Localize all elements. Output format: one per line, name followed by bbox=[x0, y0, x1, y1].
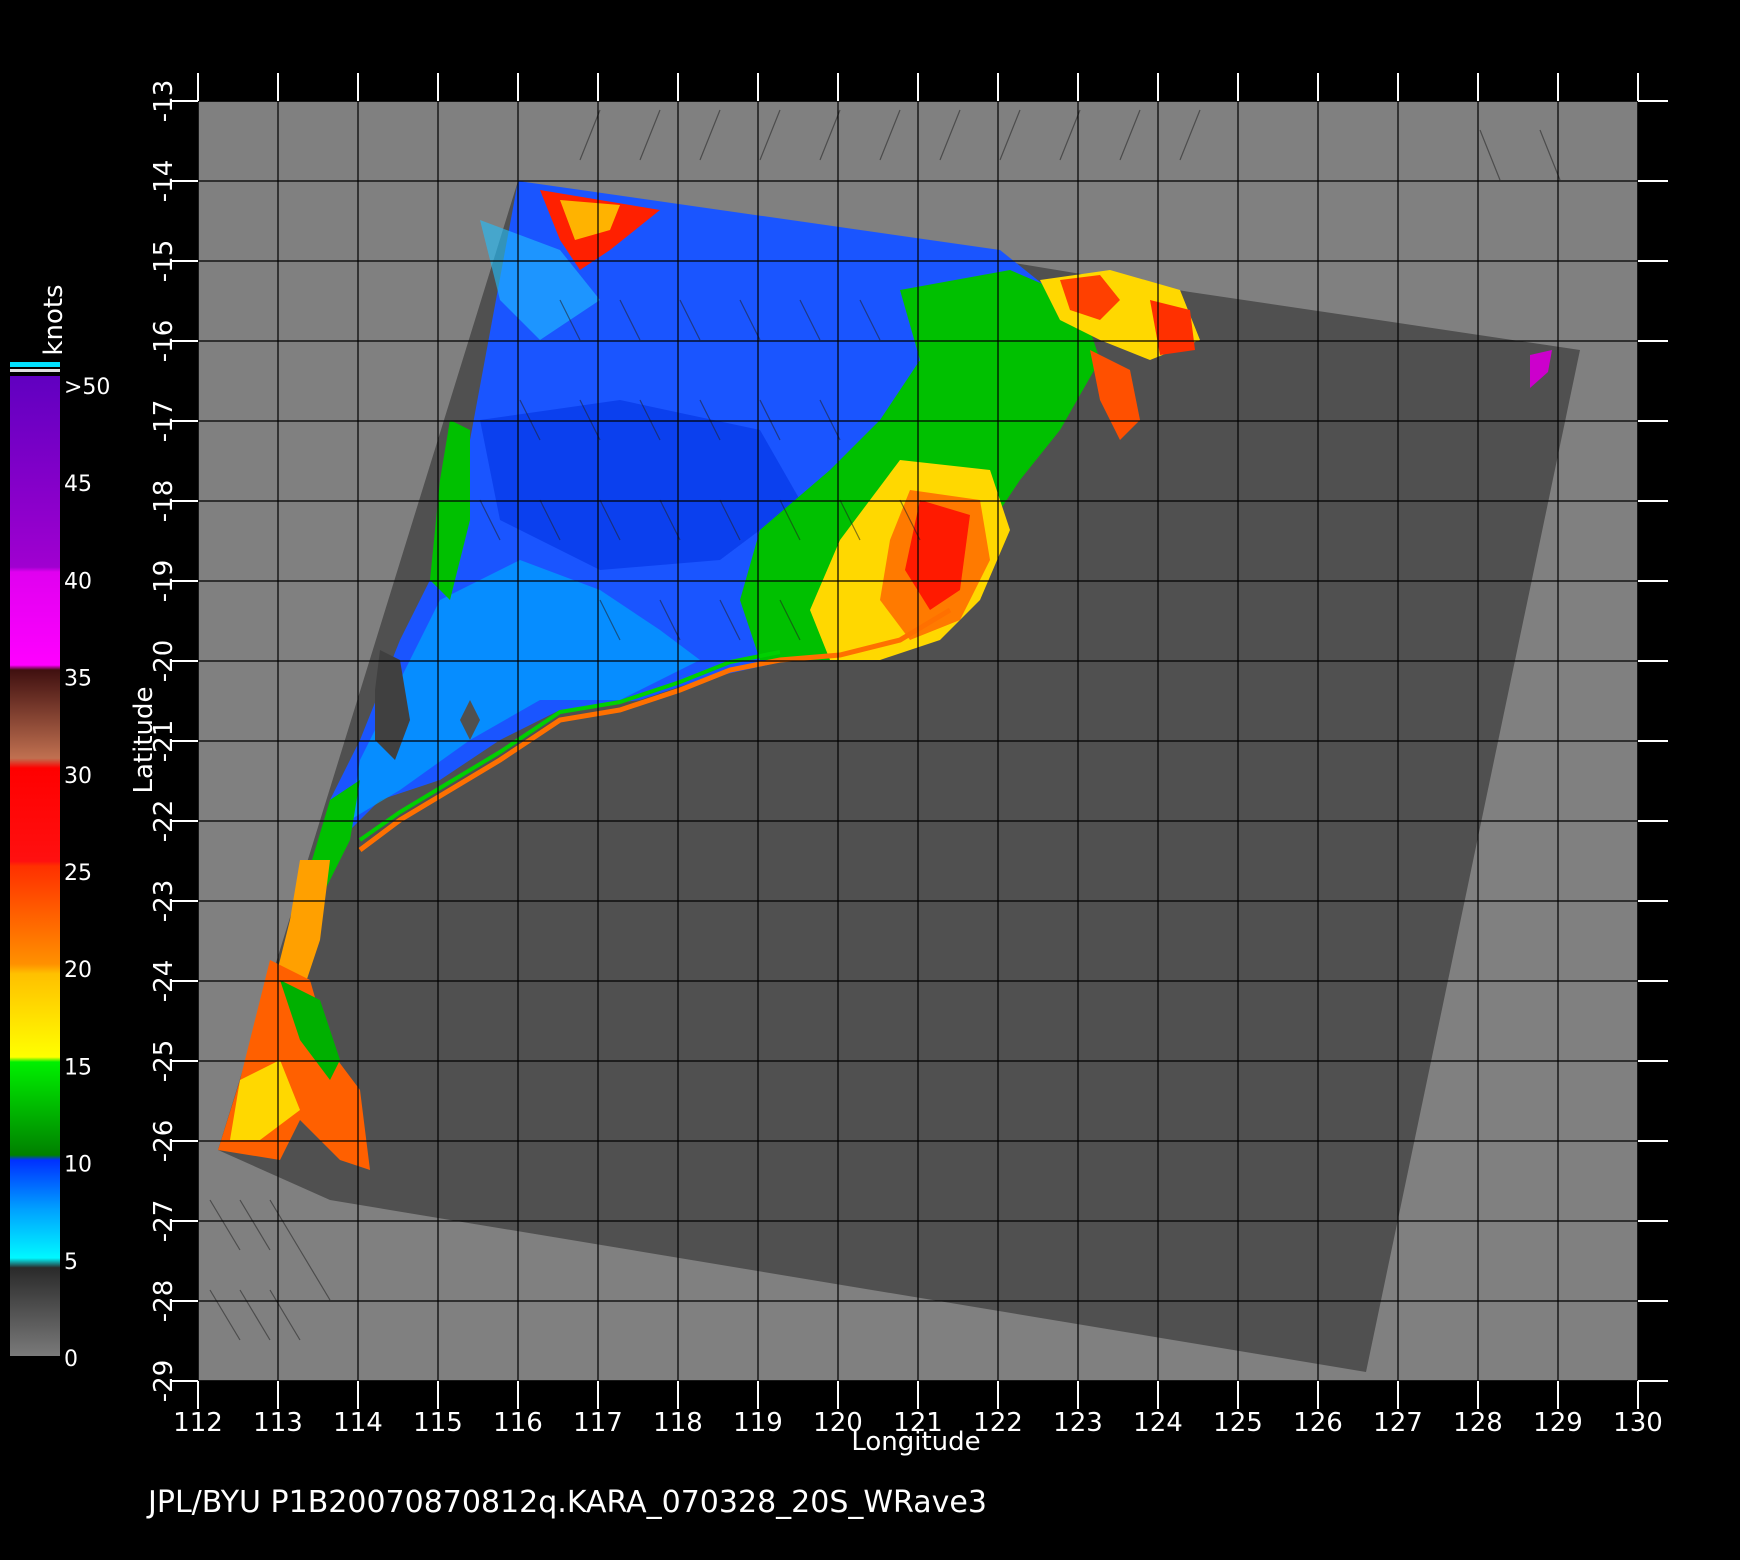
x-tick-label: 126 bbox=[1293, 1408, 1343, 1438]
y-tick-label: -21 bbox=[149, 720, 179, 762]
y-tick-label: -27 bbox=[149, 1200, 179, 1242]
y-tick-label: -14 bbox=[149, 160, 179, 202]
x-tick-label: 122 bbox=[973, 1408, 1023, 1438]
x-tick-label: 124 bbox=[1133, 1408, 1183, 1438]
colorbar-tick-label: 20 bbox=[64, 958, 92, 983]
colorbar-tick-label: 40 bbox=[64, 569, 92, 594]
x-tick-label: 119 bbox=[733, 1408, 783, 1438]
colorbar-cap-cyan bbox=[10, 362, 60, 367]
y-tick-label: -24 bbox=[149, 960, 179, 1002]
x-tick-label: 123 bbox=[1053, 1408, 1103, 1438]
y-tick-label: -29 bbox=[149, 1360, 179, 1402]
y-axis-label: Latitude bbox=[129, 686, 159, 793]
x-tick-label: 125 bbox=[1213, 1408, 1263, 1438]
x-tick-label: 112 bbox=[173, 1408, 223, 1438]
y-tick-label: -18 bbox=[149, 480, 179, 522]
x-tick-label: 118 bbox=[653, 1408, 703, 1438]
colorbar-tick-label: 30 bbox=[64, 764, 92, 789]
x-tick-label: 115 bbox=[413, 1408, 463, 1438]
colorbar-tick-label: 15 bbox=[64, 1055, 92, 1080]
colorbar-scale bbox=[10, 376, 60, 1356]
y-tick-label: -17 bbox=[149, 400, 179, 442]
x-tick-label: 113 bbox=[253, 1408, 303, 1438]
colorbar-tick-label: 10 bbox=[64, 1153, 92, 1178]
x-tick-label: 121 bbox=[893, 1408, 943, 1438]
y-tick-label: -20 bbox=[149, 640, 179, 682]
x-axis: 112 113 114 115 116 117 118 119 120 121 122 123 124 1… bbox=[173, 73, 1663, 1438]
y-axis: -13 -14 -15 -16 -17 -18 -19 -20 -21 -22 -23 -24 -25 -… bbox=[149, 80, 1668, 1402]
product-id-footer: JPL/BYU P1B20070870812q.KARA_070328_20S_… bbox=[146, 1485, 987, 1520]
y-tick-label: -28 bbox=[149, 1280, 179, 1322]
colorbar-title: knots bbox=[39, 284, 69, 355]
colorbar-tick-label: 0 bbox=[64, 1347, 78, 1372]
x-tick-label: 114 bbox=[333, 1408, 383, 1438]
x-tick-label: 117 bbox=[573, 1408, 623, 1438]
x-tick-label: 127 bbox=[1373, 1408, 1423, 1438]
colorbar-labels: >50 45 40 35 30 25 20 15 10 5 0 bbox=[64, 375, 110, 1372]
colorbar-tick-label: 5 bbox=[64, 1250, 78, 1275]
y-tick-label: -19 bbox=[149, 560, 179, 602]
colorbar: knots >50 45 40 35 30 25 20 15 10 5 0 bbox=[10, 284, 110, 1372]
x-tick-label: 116 bbox=[493, 1408, 543, 1438]
wind-vectors bbox=[209, 109, 1561, 1341]
x-axis-label: Longitude bbox=[851, 1427, 980, 1457]
colorbar-tick-label: >50 bbox=[64, 375, 110, 400]
y-tick-label: -22 bbox=[149, 800, 179, 842]
y-tick-label: -25 bbox=[149, 1040, 179, 1082]
wind-speed-field bbox=[218, 181, 1552, 1170]
x-tick-label: 130 bbox=[1613, 1408, 1663, 1438]
x-tick-label: 120 bbox=[813, 1408, 863, 1438]
y-tick-label: -16 bbox=[149, 320, 179, 362]
y-tick-label: -13 bbox=[149, 80, 179, 122]
y-tick-label: -15 bbox=[149, 240, 179, 282]
y-tick-label: -23 bbox=[149, 880, 179, 922]
colorbar-tick-label: 45 bbox=[64, 472, 92, 497]
colorbar-tick-label: 35 bbox=[64, 667, 92, 692]
x-tick-label: 129 bbox=[1533, 1408, 1583, 1438]
colorbar-tick-label: 25 bbox=[64, 861, 92, 886]
x-tick-label: 128 bbox=[1453, 1408, 1503, 1438]
y-tick-label: -26 bbox=[149, 1120, 179, 1162]
colorbar-cap-white bbox=[10, 369, 60, 372]
